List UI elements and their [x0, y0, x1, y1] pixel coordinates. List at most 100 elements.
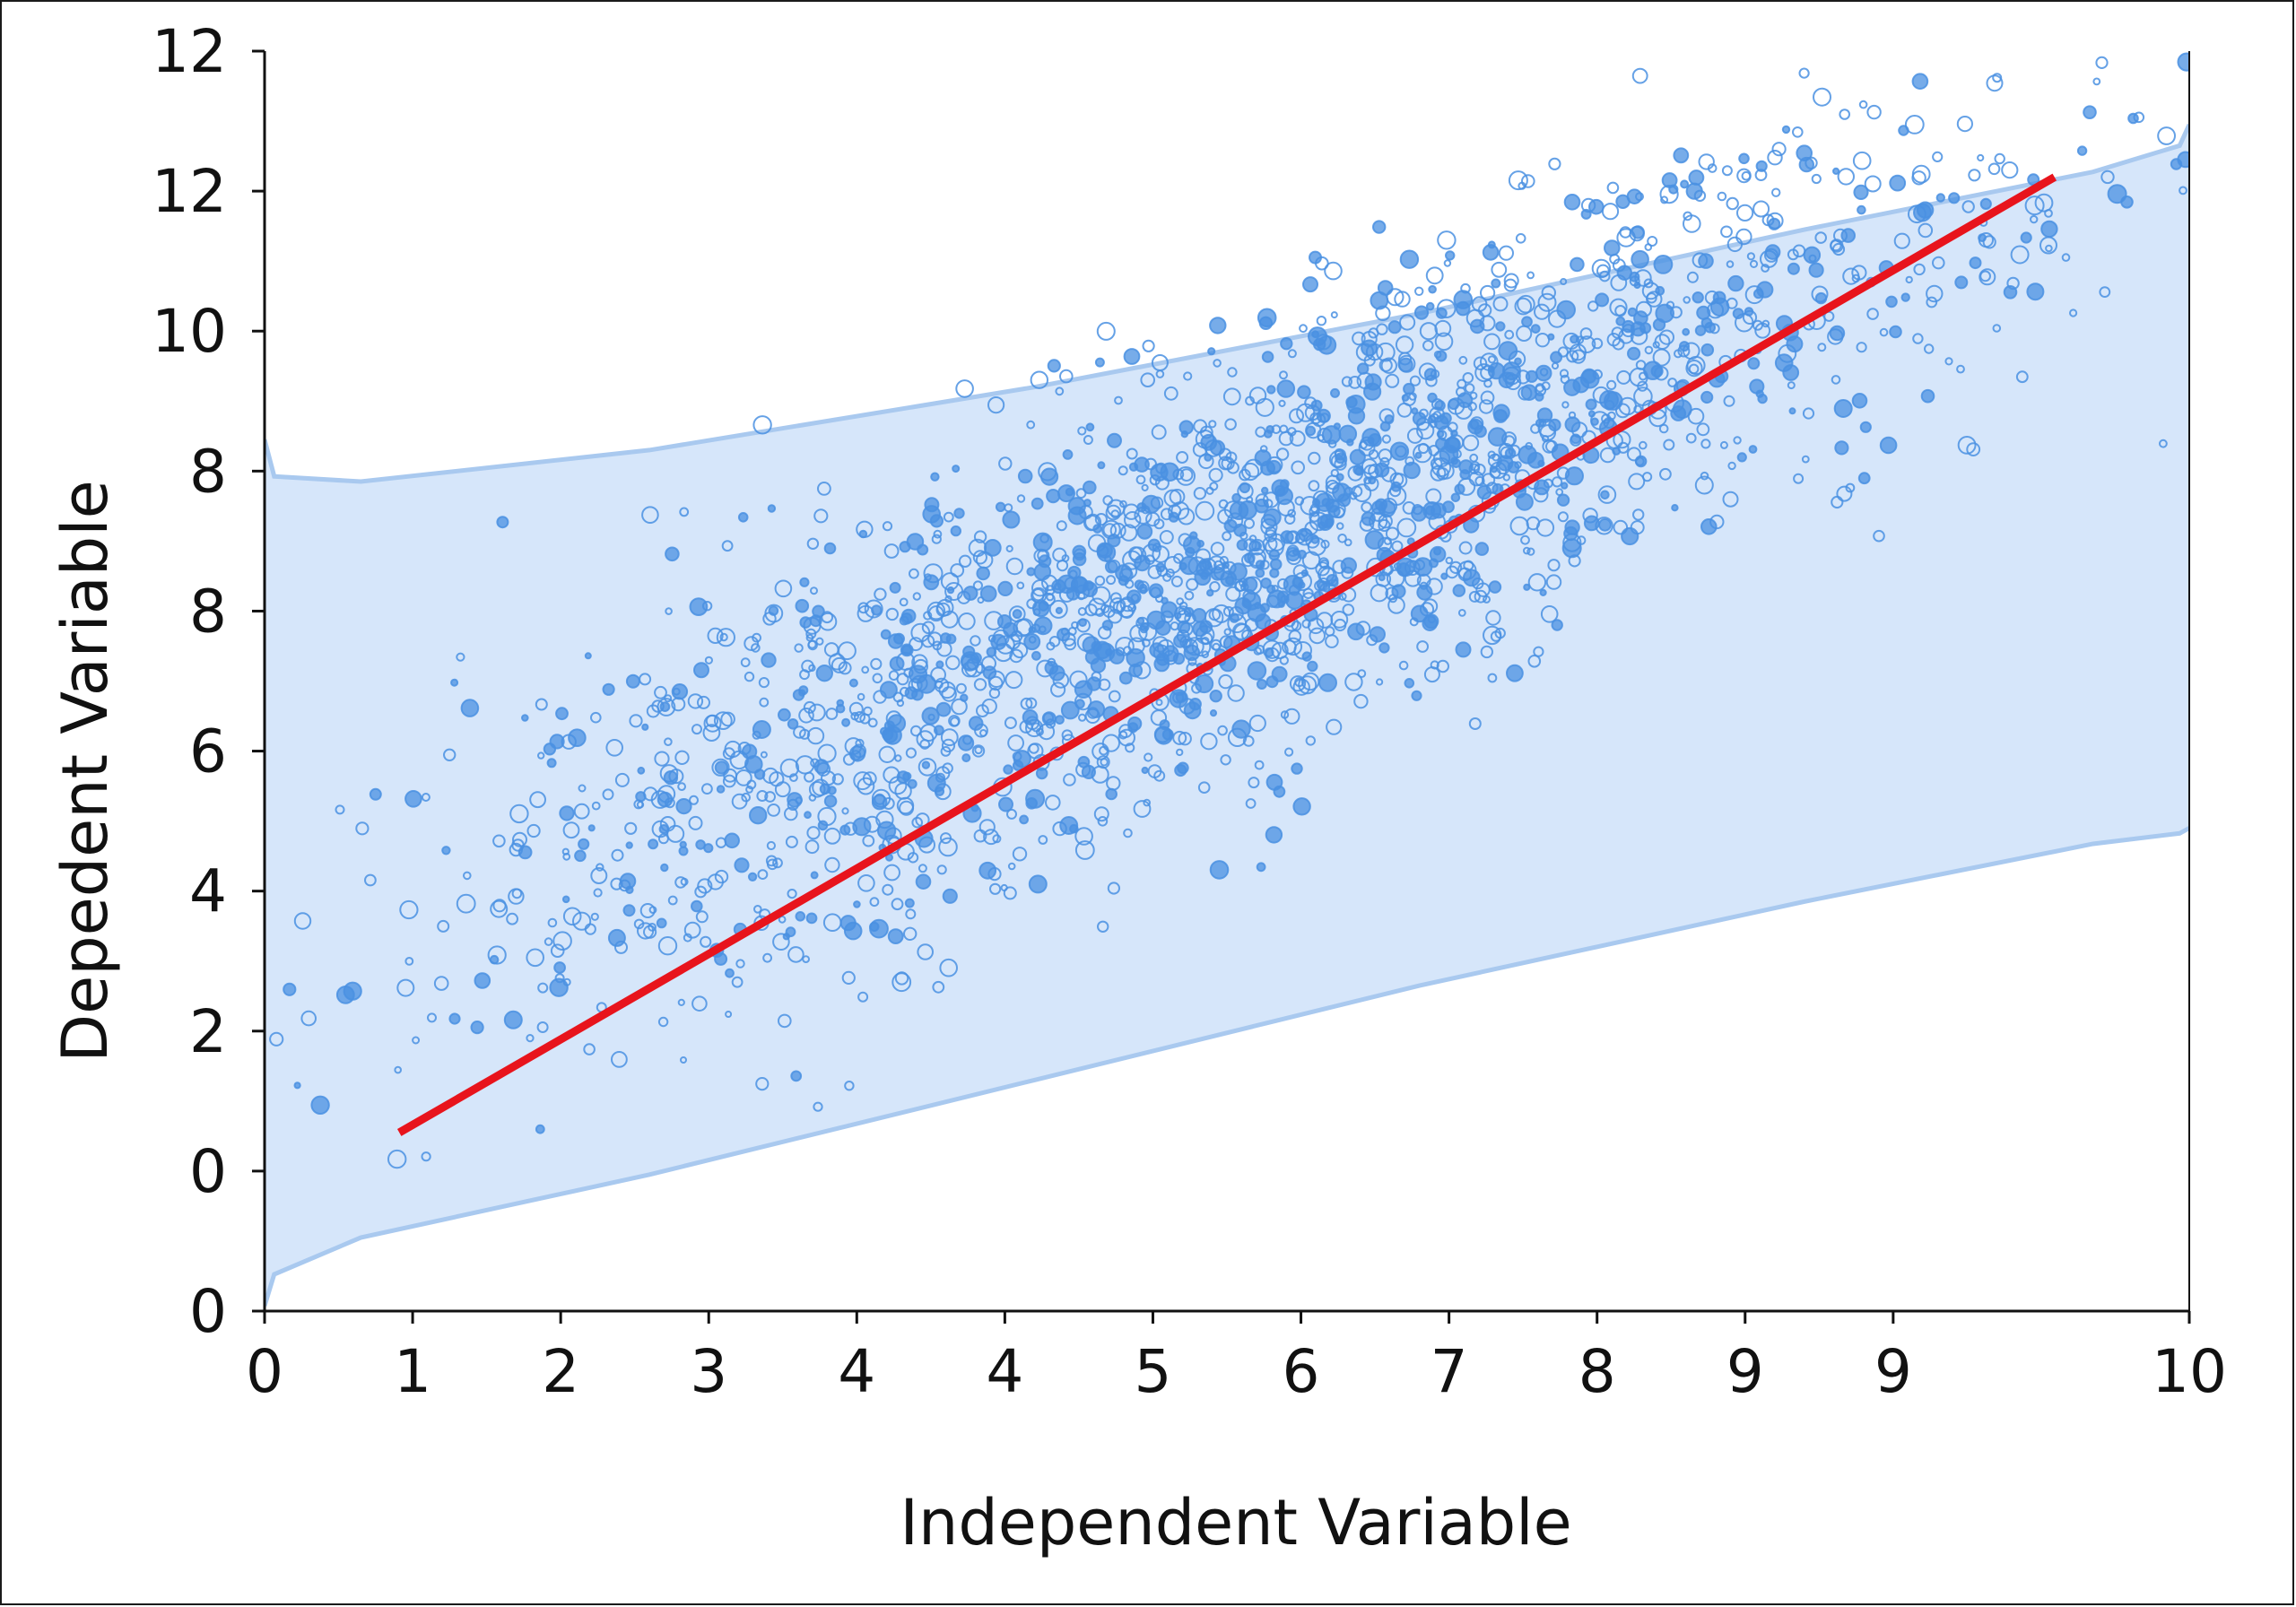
data-point: [1253, 647, 1263, 656]
data-point: [1926, 284, 1944, 303]
data-point: [1154, 594, 1164, 604]
data-point: [998, 796, 1013, 812]
data-point: [1503, 273, 1519, 289]
data-point: [921, 707, 940, 725]
data-point: [1239, 531, 1248, 541]
data-point: [950, 717, 960, 727]
data-point: [976, 551, 994, 569]
data-point: [899, 597, 909, 607]
data-point: [853, 900, 861, 908]
data-point: [1026, 598, 1038, 610]
data-point: [1094, 357, 1105, 368]
data-point: [714, 760, 729, 775]
data-point: [625, 673, 640, 689]
data-point: [778, 915, 787, 924]
data-point: [421, 793, 430, 802]
data-point: [1469, 453, 1479, 463]
data-point: [1538, 418, 1547, 427]
data-point: [946, 586, 955, 595]
data-point: [1445, 556, 1454, 565]
data-point: [1330, 611, 1349, 629]
data-point: [857, 874, 875, 892]
data-point: [1445, 250, 1456, 261]
data-point: [1445, 565, 1459, 579]
data-point: [671, 683, 689, 700]
data-point: [1543, 478, 1553, 489]
data-point: [1019, 719, 1033, 734]
data-point: [1227, 684, 1245, 702]
data-point: [1840, 228, 1856, 243]
data-point: [665, 607, 673, 615]
y-tick-label: 12: [152, 17, 227, 86]
data-point: [591, 801, 601, 811]
data-point: [896, 796, 915, 815]
data-point: [798, 708, 814, 724]
data-point: [1540, 605, 1559, 623]
data-point: [971, 744, 986, 758]
data-point: [1658, 329, 1675, 345]
data-point: [605, 739, 624, 757]
data-point: [1866, 104, 1882, 120]
data-point: [1920, 388, 1935, 404]
data-point: [1335, 522, 1344, 530]
data-point: [695, 910, 709, 924]
data-point: [1038, 723, 1056, 741]
data-point: [942, 762, 953, 775]
data-point: [958, 554, 972, 568]
data-point: [535, 1124, 545, 1134]
data-point: [1286, 544, 1300, 558]
data-point: [1399, 314, 1416, 331]
data-point: [1682, 327, 1691, 336]
data-point: [1191, 682, 1202, 694]
data-point: [463, 871, 472, 881]
data-point: [679, 840, 687, 848]
data-point: [978, 819, 996, 836]
data-point: [1856, 342, 1867, 353]
data-point: [1335, 452, 1346, 465]
data-point: [674, 876, 687, 889]
data-point: [1319, 559, 1329, 569]
band-lower-edge: [265, 826, 2189, 1307]
data-point: [1717, 191, 1727, 202]
data-point: [1661, 172, 1678, 188]
data-point: [1851, 274, 1861, 283]
data-point: [1280, 710, 1290, 719]
data-point: [2039, 236, 2057, 255]
data-point: [562, 977, 571, 986]
data-point: [1176, 748, 1184, 757]
data-point: [882, 521, 893, 532]
data-point: [1260, 514, 1277, 530]
data-point: [1858, 100, 1868, 109]
data-point: [843, 921, 863, 941]
data-point: [1283, 708, 1300, 725]
data-point: [1106, 575, 1117, 586]
data-point: [1309, 250, 1322, 265]
data-point: [813, 508, 829, 524]
data-point: [905, 747, 918, 759]
data-point: [1387, 320, 1402, 334]
data-point: [900, 612, 913, 625]
data-point: [810, 871, 819, 880]
data-point: [1280, 337, 1293, 351]
data-point: [490, 899, 509, 918]
data-point: [1425, 266, 1444, 285]
data-point: [1556, 493, 1570, 507]
data-point: [943, 511, 954, 523]
data-point: [680, 877, 689, 886]
x-tick-label: 3: [690, 1337, 727, 1406]
data-point: [1514, 297, 1533, 316]
data-point: [364, 873, 377, 887]
data-point: [751, 643, 761, 653]
data-point: [1020, 697, 1033, 710]
data-point: [808, 781, 826, 798]
data-point: [1256, 862, 1266, 873]
data-point: [654, 685, 667, 699]
data-point: [1733, 436, 1742, 445]
data-point: [1422, 340, 1434, 352]
data-point: [1551, 619, 1563, 631]
data-point: [1489, 466, 1501, 479]
data-point: [1474, 589, 1488, 604]
data-point: [535, 698, 548, 711]
data-point: [1752, 200, 1770, 218]
data-point: [1120, 524, 1138, 542]
